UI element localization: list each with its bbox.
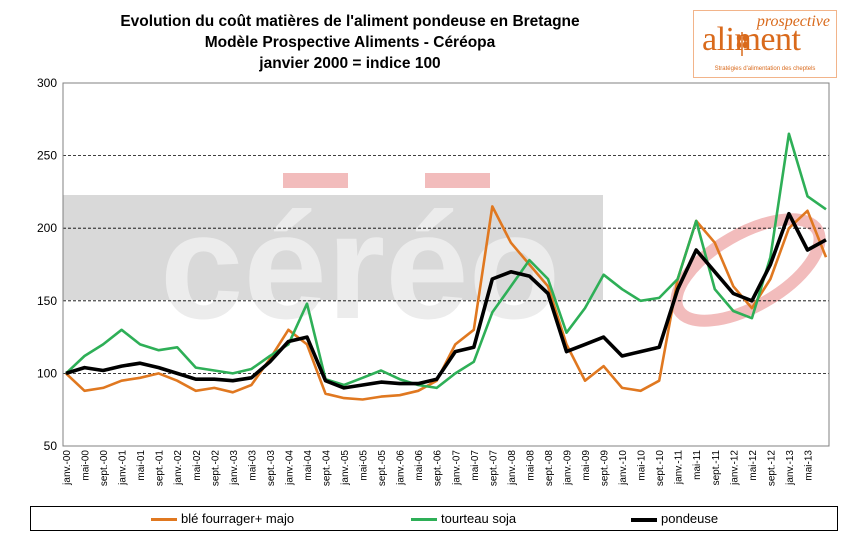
chart-title: Evolution du coût matières de l'aliment … — [30, 11, 670, 74]
x-tick-label: sept.-00 — [99, 450, 110, 487]
legend: blé fourrager+ majo tourteau soja pondeu… — [30, 506, 838, 531]
x-tick-label: mai-07 — [470, 450, 481, 481]
wheat-icon — [736, 32, 748, 56]
legend-item-soja: tourteau soja — [411, 511, 516, 526]
line-chart: céréo 50 100 150 200 250 300 janv.-00 mai-00 se… — [37, 76, 830, 487]
watermark-accent — [425, 173, 490, 188]
x-tick-label: sept.-04 — [322, 450, 333, 487]
x-tick-label: mai-05 — [359, 450, 370, 481]
x-tick-label: mai-01 — [136, 450, 147, 481]
x-tick-label: sept.-02 — [210, 450, 221, 487]
x-tick-label: janv.-09 — [562, 450, 573, 486]
x-tick-label: mai-13 — [803, 450, 814, 481]
x-tick-label: janv.-12 — [729, 450, 740, 486]
title-line-1: Evolution du coût matières de l'aliment … — [120, 13, 580, 30]
legend-swatch-pondeuse — [631, 517, 657, 522]
logo-tagline: Stratégies d'alimentation des cheptels — [714, 66, 816, 72]
x-tick-label: mai-11 — [692, 450, 703, 480]
x-tick-label: sept.-03 — [266, 450, 277, 487]
legend-item-ble: blé fourrager+ majo — [151, 511, 294, 526]
x-tick-label: janv.-01 — [118, 450, 129, 486]
x-tick-label: janv.-00 — [62, 450, 73, 486]
x-tick-label: sept.-09 — [600, 450, 611, 487]
series-layer — [65, 132, 828, 401]
x-tick-label: janv.-13 — [785, 450, 796, 486]
series-line-soja — [65, 132, 827, 390]
title-line-3: janvier 2000 = indice 100 — [259, 55, 441, 72]
prospective-aliment-logo: prospective aliment Stratégies d'aliment… — [693, 10, 837, 78]
cereopa-watermark: céréo — [63, 173, 826, 350]
legend-swatch-soja — [411, 518, 437, 522]
y-tick-label: 300 — [37, 76, 57, 90]
x-tick-label: mai-06 — [414, 450, 425, 481]
x-tick-label: janv.-04 — [284, 450, 295, 486]
x-tick-label: sept.-07 — [488, 450, 499, 487]
x-tick-label: janv.-03 — [229, 450, 240, 486]
legend-label-soja: tourteau soja — [441, 511, 517, 526]
y-tick-label: 150 — [37, 294, 57, 308]
logo-word-prospective: prospective — [756, 13, 830, 30]
x-tick-label: mai-00 — [81, 450, 92, 481]
x-tick-label: sept.-12 — [766, 450, 777, 487]
title-line-2: Modèle Prospective Aliments - Céréopa — [204, 34, 496, 51]
y-tick-label: 200 — [37, 221, 57, 235]
x-tick-label: sept.-06 — [433, 450, 444, 487]
y-tick-label: 50 — [44, 439, 58, 453]
legend-item-pondeuse: pondeuse — [631, 511, 718, 526]
y-tick-label: 100 — [37, 366, 57, 380]
gridlines — [63, 155, 829, 374]
x-tick-label: mai-04 — [303, 450, 314, 481]
legend-label-ble: blé fourrager+ majo — [181, 511, 295, 526]
x-tick-label: sept.-08 — [544, 450, 555, 487]
x-tick-label: sept.-11 — [711, 450, 722, 486]
x-tick-label: mai-09 — [581, 450, 592, 481]
x-tick-label: janv.-11 — [674, 450, 685, 486]
x-tick-label: mai-08 — [525, 450, 536, 481]
x-tick-label: janv.-02 — [173, 450, 184, 486]
watermark-text: céréo — [160, 182, 560, 350]
x-tick-label: sept.-10 — [655, 450, 666, 487]
legend-swatch-ble — [151, 518, 177, 522]
logo-word-aliment: aliment — [702, 21, 801, 58]
x-tick-label: mai-03 — [247, 450, 258, 481]
x-tick-label: janv.-07 — [451, 450, 462, 486]
y-axis: 50 100 150 200 250 300 — [37, 76, 57, 453]
x-tick-label: mai-02 — [192, 450, 203, 481]
x-tick-label: sept.-01 — [155, 450, 166, 487]
x-tick-label: sept.-05 — [377, 450, 388, 487]
x-axis: janv.-00 mai-00 sept.-00 janv.-01 mai-01 sept… — [62, 450, 814, 487]
y-tick-label: 250 — [37, 149, 57, 163]
series-line-pondeuse — [65, 211, 827, 390]
x-tick-label: janv.-05 — [340, 450, 351, 486]
legend-label-pondeuse: pondeuse — [661, 511, 719, 526]
x-tick-label: janv.-10 — [618, 450, 629, 486]
x-tick-label: janv.-08 — [507, 450, 518, 486]
x-tick-label: janv.-06 — [396, 450, 407, 486]
watermark-accent — [283, 173, 348, 188]
x-tick-label: mai-10 — [637, 450, 648, 481]
plot-area — [62, 82, 830, 447]
x-tick-label: mai-12 — [748, 450, 759, 481]
